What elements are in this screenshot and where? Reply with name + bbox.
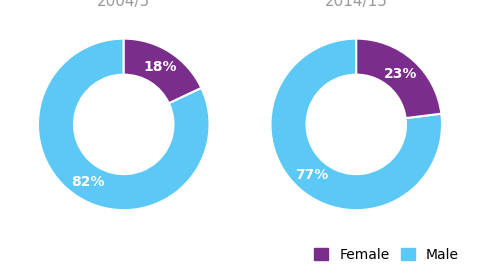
Text: 82%: 82% [71, 175, 104, 189]
Text: 18%: 18% [144, 60, 177, 74]
Wedge shape [124, 39, 202, 103]
Wedge shape [356, 39, 441, 118]
Wedge shape [270, 39, 442, 210]
Legend: Female, Male: Female, Male [314, 248, 459, 262]
Title: 2004/5: 2004/5 [97, 0, 150, 9]
Title: 2014/15: 2014/15 [325, 0, 388, 9]
Text: 77%: 77% [295, 168, 328, 182]
Wedge shape [38, 39, 210, 210]
Text: 23%: 23% [384, 67, 418, 81]
